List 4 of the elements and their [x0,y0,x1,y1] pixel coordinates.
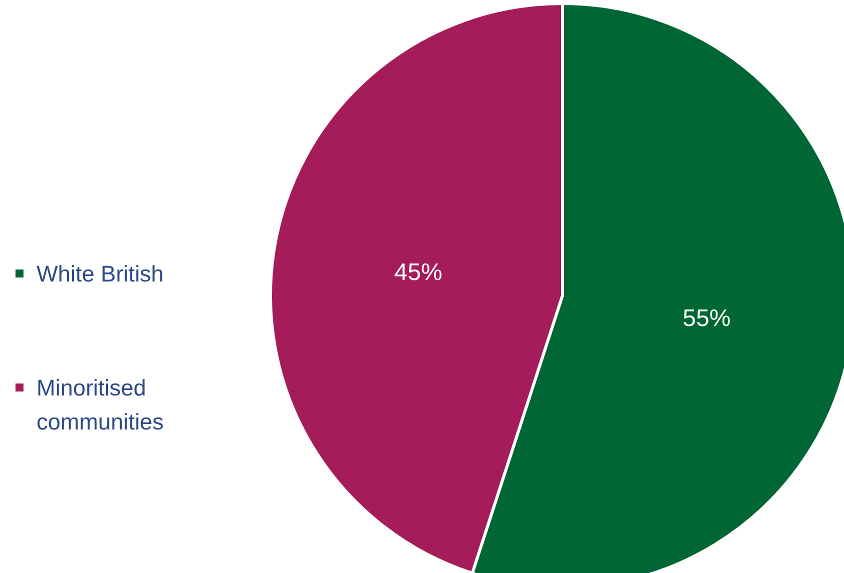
data-label: 45% [394,259,442,286]
legend-label: White British [36,260,164,286]
legend-label: Minoritised communities [36,374,164,434]
data-label: 55% [682,304,731,332]
